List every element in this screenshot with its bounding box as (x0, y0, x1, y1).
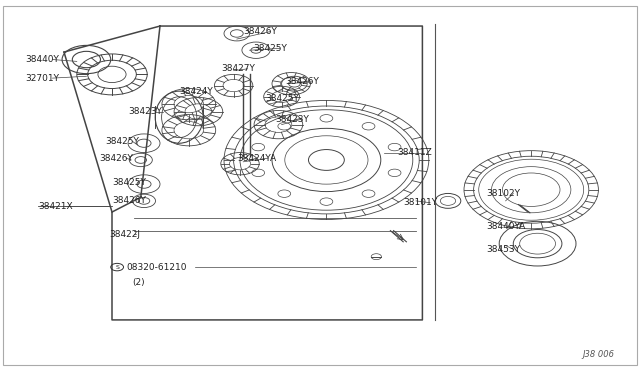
Text: 38423Y: 38423Y (128, 107, 162, 116)
Text: 38425Y: 38425Y (253, 44, 287, 53)
Text: 38426Y: 38426Y (285, 77, 319, 86)
Text: 38411Z: 38411Z (397, 148, 431, 157)
Text: 38426Y: 38426Y (99, 154, 133, 163)
Text: 38424YA: 38424YA (237, 154, 276, 163)
Text: J38 006: J38 006 (582, 350, 614, 359)
Text: 38425Y: 38425Y (266, 94, 300, 103)
Text: 38453Y: 38453Y (486, 245, 520, 254)
Text: 38102Y: 38102Y (486, 189, 520, 198)
Text: S: S (115, 264, 119, 270)
Text: 38101Y: 38101Y (403, 198, 437, 207)
Text: (2): (2) (132, 278, 145, 287)
Text: 38440YA: 38440YA (486, 222, 525, 231)
Text: 38424Y: 38424Y (179, 87, 213, 96)
Text: 38426Y: 38426Y (112, 196, 146, 205)
Text: 32701Y: 32701Y (26, 74, 60, 83)
Text: 38426Y: 38426Y (243, 27, 277, 36)
Text: 38425Y: 38425Y (106, 137, 140, 146)
Text: 08320-61210: 08320-61210 (126, 263, 187, 272)
Text: 38427Y: 38427Y (221, 64, 255, 73)
Text: 38425Y: 38425Y (112, 178, 146, 187)
Text: 38423Y: 38423Y (275, 115, 309, 124)
Text: 38421X: 38421X (38, 202, 73, 211)
Text: 38440Y: 38440Y (26, 55, 60, 64)
Text: 38422J: 38422J (109, 230, 140, 239)
